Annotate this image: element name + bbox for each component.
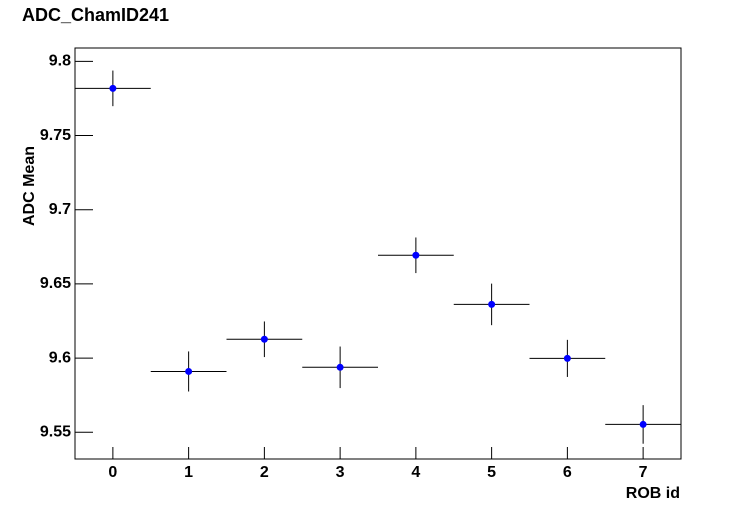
y-tick-label: 9.75 — [40, 127, 71, 144]
data-point — [563, 354, 571, 362]
y-tick-label: 9.8 — [49, 53, 71, 70]
y-tick-label: 9.65 — [40, 275, 71, 292]
data-point — [185, 367, 193, 375]
x-tick-label: 2 — [260, 464, 269, 481]
chart-title: ADC_ChamID241 — [22, 5, 169, 25]
data-point — [639, 420, 647, 428]
y-axis-label: ADC Mean — [21, 146, 38, 226]
data-point — [260, 335, 268, 343]
x-tick-label: 5 — [487, 464, 496, 481]
x-axis-label: ROB id — [626, 485, 680, 502]
x-tick-label: 6 — [563, 464, 572, 481]
data-point — [109, 84, 117, 92]
plot-frame — [74, 47, 682, 460]
x-tick-label: 1 — [184, 464, 193, 481]
data-point — [336, 363, 344, 371]
y-tick-label: 9.7 — [49, 201, 71, 218]
data-point — [412, 251, 420, 259]
x-tick-label: 3 — [336, 464, 345, 481]
x-tick-label: 0 — [108, 464, 117, 481]
x-tick-label: 7 — [639, 464, 648, 481]
y-tick-label: 9.55 — [40, 424, 71, 441]
data-point — [488, 300, 496, 308]
y-tick-label: 9.6 — [49, 349, 71, 366]
x-tick-label: 4 — [411, 464, 420, 481]
